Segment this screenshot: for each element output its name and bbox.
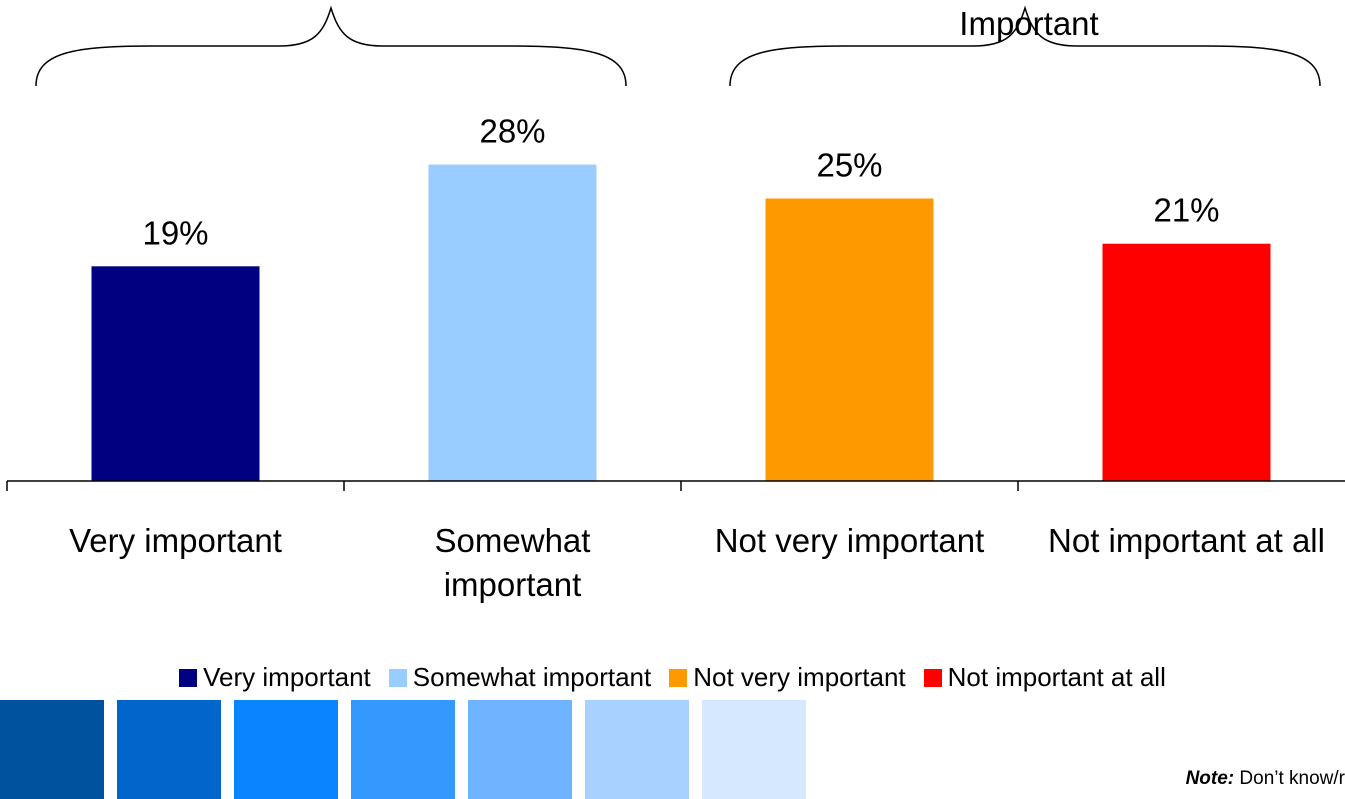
data-label-2: 25% [816, 147, 882, 184]
decorative-swatch-row [0, 700, 806, 799]
decor-swatch-4 [468, 700, 572, 799]
legend-label: Somewhat important [412, 662, 652, 692]
bar-1 [428, 164, 597, 481]
tick-label-1: Somewhat important [435, 522, 591, 603]
bar-chart: Important 19% 28% 25% 21% Very important Som… [6, 5, 1345, 603]
tick-label-2: Not very important [715, 522, 985, 559]
brace-0 [35, 5, 627, 87]
note-text: Don’t know/r [1234, 768, 1345, 789]
legend-swatch [179, 668, 198, 687]
decor-swatch-0 [0, 700, 104, 799]
legend-label: Not very important [693, 662, 906, 692]
brace-1 [729, 5, 1321, 87]
legend-item-2: Not very important [669, 662, 906, 693]
footnote: Note: Don’t know/r [1186, 768, 1345, 790]
bars: 19% 28% 25% 21% [91, 113, 1271, 481]
bar-2 [765, 198, 934, 481]
decor-swatch-1 [117, 700, 221, 799]
legend-swatch [923, 668, 942, 687]
tick-label-3: Not important at all [1048, 522, 1325, 559]
decor-swatch-6 [702, 700, 806, 799]
data-label-1: 28% [479, 113, 545, 150]
x-axis: Very important Somewhat important Not very … [6, 480, 1345, 603]
legend: Very important Somewhat important Not very… [0, 662, 1345, 693]
bar-3 [1102, 243, 1271, 481]
decor-swatch-5 [585, 700, 689, 799]
note-label: Note: [1185, 768, 1235, 789]
tick-label-0: Very important [69, 522, 282, 559]
legend-item-0: Very important [179, 662, 371, 693]
data-label-0: 19% [142, 214, 208, 251]
legend-item-1: Somewhat important [388, 662, 652, 693]
decor-swatch-3 [351, 700, 455, 799]
legend-label: Very important [203, 662, 371, 692]
brace-label-1: Important [959, 5, 1098, 42]
legend-item-3: Not important at all [923, 662, 1166, 693]
legend-label: Not important at all [947, 662, 1166, 692]
legend-swatch [669, 668, 688, 687]
bar-0 [91, 266, 260, 481]
group-braces: Important [35, 5, 1321, 87]
legend-swatch [388, 668, 407, 687]
decor-swatch-2 [234, 700, 338, 799]
data-label-3: 21% [1153, 192, 1219, 229]
